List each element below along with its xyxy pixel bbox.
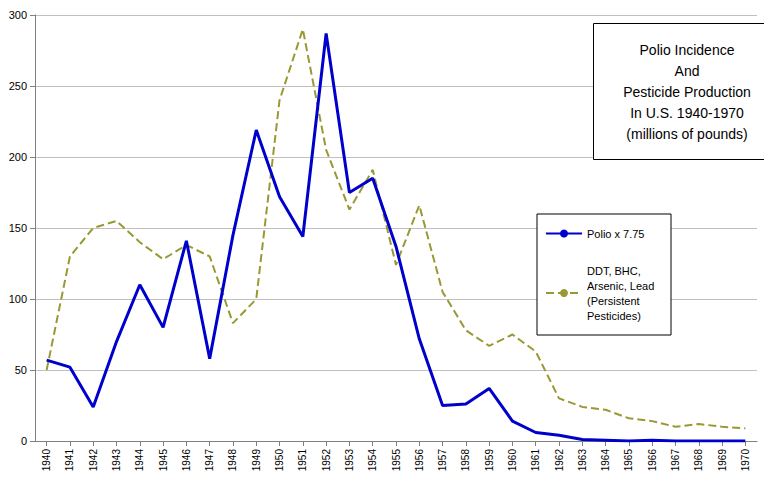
svg-text:1958: 1958 — [460, 449, 471, 472]
svg-text:1970: 1970 — [740, 449, 751, 472]
svg-text:And: And — [675, 63, 700, 79]
svg-text:1965: 1965 — [623, 449, 634, 472]
svg-text:Pesticide Production: Pesticide Production — [623, 84, 751, 100]
svg-text:1969: 1969 — [717, 449, 728, 472]
svg-text:Polio x 7.75: Polio x 7.75 — [587, 228, 644, 240]
svg-text:1963: 1963 — [577, 449, 588, 472]
svg-text:(millions of pounds): (millions of pounds) — [626, 126, 747, 142]
svg-text:1951: 1951 — [297, 449, 308, 472]
svg-text:Arsenic, Lead: Arsenic, Lead — [587, 280, 657, 292]
svg-text:100: 100 — [9, 293, 27, 305]
svg-text:1947: 1947 — [204, 449, 215, 472]
svg-text:Pesticides): Pesticides) — [587, 310, 641, 322]
svg-text:1962: 1962 — [554, 449, 565, 472]
svg-text:1949: 1949 — [251, 449, 262, 472]
svg-text:DDT, BHC,: DDT, BHC, — [587, 265, 644, 277]
svg-text:200: 200 — [9, 151, 27, 163]
svg-text:0: 0 — [21, 435, 27, 447]
svg-text:1967: 1967 — [670, 449, 681, 472]
svg-text:250: 250 — [9, 80, 27, 92]
svg-text:1961: 1961 — [530, 449, 541, 472]
svg-text:1966: 1966 — [647, 449, 658, 472]
svg-text:In U.S. 1940-1970: In U.S. 1940-1970 — [630, 105, 744, 121]
svg-text:1956: 1956 — [414, 449, 425, 472]
svg-text:1964: 1964 — [600, 449, 611, 472]
svg-text:1954: 1954 — [367, 449, 378, 472]
svg-text:1946: 1946 — [181, 449, 192, 472]
svg-text:1944: 1944 — [134, 449, 145, 472]
svg-text:300: 300 — [9, 9, 27, 21]
svg-text:50: 50 — [15, 364, 27, 376]
svg-text:1941: 1941 — [64, 449, 75, 472]
svg-text:1945: 1945 — [158, 449, 169, 472]
svg-text:1955: 1955 — [391, 449, 402, 472]
svg-text:1948: 1948 — [227, 449, 238, 472]
svg-text:1957: 1957 — [437, 449, 448, 472]
svg-text:1940: 1940 — [41, 449, 52, 472]
svg-text:150: 150 — [9, 222, 27, 234]
svg-text:1968: 1968 — [693, 449, 704, 472]
svg-text:1953: 1953 — [344, 449, 355, 472]
svg-text:1942: 1942 — [88, 449, 99, 472]
svg-text:1943: 1943 — [111, 449, 122, 472]
svg-text:1959: 1959 — [484, 449, 495, 472]
svg-text:(Persistent: (Persistent — [587, 295, 643, 307]
svg-text:1960: 1960 — [507, 449, 518, 472]
svg-text:1952: 1952 — [321, 449, 332, 472]
svg-text:Polio Incidence: Polio Incidence — [640, 42, 735, 58]
svg-text:1950: 1950 — [274, 449, 285, 472]
